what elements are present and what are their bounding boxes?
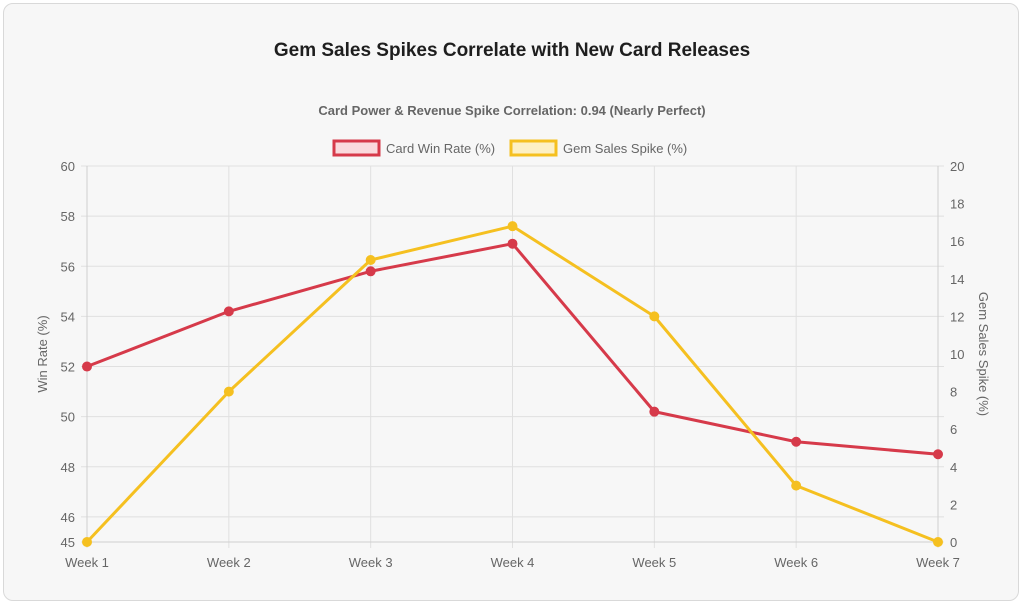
chart-subtitle: Card Power & Revenue Spike Correlation: …: [318, 103, 705, 118]
y-axis-left-label: Win Rate (%): [35, 315, 50, 392]
x-tick-label: Week 7: [916, 555, 960, 570]
x-tick-label: Week 1: [65, 555, 109, 570]
y-right-tick-label: 20: [950, 159, 964, 174]
y-left-tick-label: 48: [61, 460, 75, 475]
y-left-tick-label: 56: [61, 259, 75, 274]
x-tick-label: Week 6: [774, 555, 818, 570]
data-point-win-rate[interactable]: [82, 361, 92, 372]
series-win-rate: [82, 238, 943, 460]
data-point-gem-sales[interactable]: [82, 537, 92, 547]
y-right-tick-label: 8: [950, 385, 957, 400]
y-right-tick-label: 0: [950, 535, 957, 550]
data-point-gem-sales[interactable]: [507, 221, 518, 232]
y-right-tick-label: 2: [950, 497, 957, 512]
x-axis-ticks: Week 1 Week 2 Week 3 Week 4 Week 5 Week 6 Week…: [65, 555, 960, 570]
y-axis-left-ticks: 45 46 48 50 52 54 56 58 60: [61, 159, 75, 550]
chart-legend: Card Win Rate (%) Gem Sales Spike (%): [332, 139, 687, 157]
x-tick-label: Week 3: [349, 555, 393, 570]
x-tick-label: Week 2: [207, 555, 251, 570]
y-axis-right-ticks: 0 2 4 6 8 10 12 14 16 18 20: [950, 159, 964, 550]
x-tick-label: Week 4: [491, 555, 535, 570]
legend-label-gem-sales: Gem Sales Spike (%): [563, 141, 687, 156]
y-right-tick-label: 16: [950, 234, 964, 249]
data-point-gem-sales[interactable]: [649, 311, 660, 322]
legend-item-gem-sales[interactable]: Gem Sales Spike (%): [509, 139, 687, 157]
legend-swatch-gem-sales: [509, 139, 558, 157]
y-left-tick-label: 46: [61, 510, 75, 525]
legend-label-win-rate: Card Win Rate (%): [386, 141, 495, 156]
x-tick-label: Week 5: [632, 555, 676, 570]
data-point-win-rate[interactable]: [791, 436, 802, 447]
y-left-tick-label: 50: [61, 410, 75, 425]
legend-swatch-win-rate: [332, 139, 381, 157]
data-point-win-rate[interactable]: [649, 406, 660, 417]
y-axis-right-label: Gem Sales Spike (%): [976, 292, 991, 416]
y-right-tick-label: 12: [950, 309, 964, 324]
y-right-tick-label: 6: [950, 422, 957, 437]
data-point-gem-sales[interactable]: [933, 537, 943, 547]
data-point-win-rate[interactable]: [933, 449, 943, 460]
y-left-tick-label: 60: [61, 159, 75, 174]
legend-item-win-rate[interactable]: Card Win Rate (%): [332, 139, 495, 157]
y-right-tick-label: 10: [950, 347, 964, 362]
y-right-tick-label: 18: [950, 197, 964, 212]
y-left-tick-label: 52: [61, 360, 75, 375]
y-left-tick-label: 58: [61, 209, 75, 224]
chart-series: [82, 221, 943, 547]
data-point-gem-sales[interactable]: [791, 480, 802, 491]
y-left-tick-label: 45: [61, 535, 75, 550]
series-gem-sales: [82, 221, 943, 547]
y-right-tick-label: 14: [950, 272, 964, 287]
data-point-win-rate[interactable]: [507, 238, 518, 249]
data-point-win-rate[interactable]: [223, 306, 234, 317]
chart-card: [3, 3, 1019, 601]
y-left-tick-label: 54: [61, 309, 75, 324]
y-right-tick-label: 4: [950, 460, 957, 475]
data-point-gem-sales[interactable]: [223, 386, 234, 397]
chart-title: Gem Sales Spikes Correlate with New Card…: [273, 40, 751, 61]
chart-grid: [81, 165, 944, 548]
data-point-gem-sales[interactable]: [365, 255, 376, 265]
data-point-win-rate[interactable]: [365, 266, 376, 277]
